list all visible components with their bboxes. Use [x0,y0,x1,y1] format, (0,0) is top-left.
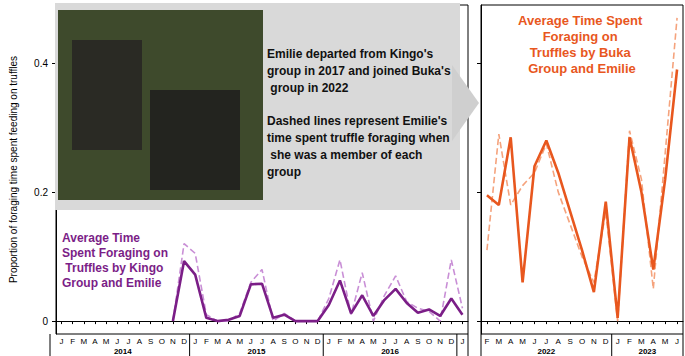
svg-text:Spent Foraging on: Spent Foraging on [62,246,168,260]
svg-text:J: J [327,337,331,346]
svg-text:2014: 2014 [114,347,132,356]
svg-text:D: D [315,337,321,346]
svg-text:Average Time Spent: Average Time Spent [518,13,646,28]
svg-text:F: F [70,337,75,346]
svg-text:0.2: 0.2 [34,187,48,198]
svg-text:D: D [603,337,609,346]
svg-text:A: A [508,337,514,346]
svg-text:J: J [544,337,548,346]
svg-text:D: D [448,337,454,346]
svg-text:she was a member of each: she was a member of each [267,148,426,162]
svg-text:M: M [103,337,110,346]
svg-text:group: group [267,165,301,179]
svg-text:Group and Emilie: Group and Emilie [62,276,162,290]
svg-text:2015: 2015 [248,347,266,356]
svg-text:A: A [92,337,98,346]
svg-text:O: O [579,337,585,346]
svg-text:2023: 2023 [638,347,656,356]
svg-text:J: J [675,337,679,346]
svg-text:J: J [382,337,386,346]
svg-text:M: M [236,337,243,346]
svg-text:M: M [348,337,355,346]
svg-text:N: N [304,337,310,346]
svg-text:J: J [394,337,398,346]
svg-text:2022: 2022 [537,347,555,356]
svg-text:N: N [170,337,176,346]
svg-text:J: J [60,337,64,346]
svg-text:D: D [181,337,187,346]
svg-text:S: S [148,337,153,346]
svg-text:M: M [81,337,88,346]
svg-text:J: J [115,337,119,346]
svg-text:O: O [426,337,432,346]
svg-text:M: M [370,337,377,346]
svg-text:M: M [519,337,526,346]
svg-text:J: J [616,337,620,346]
svg-text:J: J [260,337,264,346]
svg-text:A: A [651,337,657,346]
svg-text:group in 2022: group in 2022 [267,81,349,95]
svg-text:0.4: 0.4 [34,58,48,69]
svg-text:J: J [126,337,130,346]
svg-text:O: O [292,337,298,346]
svg-text:time spent truffle foraging wh: time spent truffle foraging when [267,131,450,145]
svg-text:M: M [662,337,669,346]
svg-text:J: J [193,337,197,346]
svg-text:Emilie departed from Kingo's: Emilie departed from Kingo's [267,47,437,61]
svg-text:A: A [404,337,410,346]
svg-text:S: S [567,337,572,346]
svg-text:O: O [159,337,165,346]
svg-text:S: S [282,337,287,346]
svg-text:M: M [495,337,502,346]
svg-text:M: M [214,337,221,346]
svg-text:Group and Emilie: Group and Emilie [528,61,636,76]
svg-text:Dashed lines represent Emilie': Dashed lines represent Emilie's [267,114,451,128]
svg-text:A: A [137,337,143,346]
svg-text:F: F [338,337,343,346]
svg-text:Average Time: Average Time [62,231,143,245]
svg-text:Foraging on: Foraging on [543,29,622,44]
svg-text:group in 2017 and joined Buka': group in 2017 and joined Buka's [267,64,451,78]
svg-text:0: 0 [42,316,48,327]
svg-text:F: F [204,337,209,346]
svg-text:Truffles by Buka: Truffles by Buka [530,45,635,60]
svg-text:M: M [638,337,645,346]
svg-text:A: A [360,337,366,346]
svg-text:N: N [591,337,597,346]
svg-text:A: A [556,337,562,346]
svg-text:Truffles by Kingo: Truffles by Kingo [62,261,167,275]
svg-text:A: A [226,337,232,346]
svg-text:J: J [532,337,536,346]
svg-text:N: N [437,337,443,346]
svg-text:Proportion of foraging time sp: Proportion of foraging time spent feedin… [8,56,19,283]
svg-text:J: J [460,337,464,346]
svg-text:2016: 2016 [381,347,399,356]
svg-text:S: S [415,337,420,346]
svg-text:F: F [484,337,489,346]
svg-text:A: A [270,337,276,346]
svg-text:F: F [627,337,632,346]
svg-text:J: J [249,337,253,346]
